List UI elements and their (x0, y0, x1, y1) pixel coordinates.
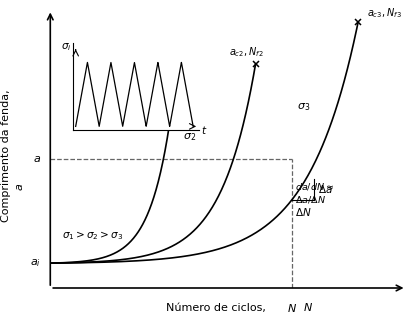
Text: $\sigma_1$: $\sigma_1$ (107, 118, 120, 130)
Text: $N$: $N$ (303, 301, 313, 313)
Text: $\sigma_2$: $\sigma_2$ (183, 131, 196, 143)
Text: $N$: $N$ (287, 302, 297, 314)
Text: $a$: $a$ (15, 183, 25, 191)
Text: $a_i$: $a_i$ (30, 257, 41, 269)
Text: $\sigma_i$: $\sigma_i$ (61, 41, 72, 53)
Text: $\sigma_3$: $\sigma_3$ (297, 101, 310, 113)
Text: $\Delta a$: $\Delta a$ (318, 183, 333, 196)
Text: Número de ciclos,: Número de ciclos, (166, 303, 269, 313)
Text: $a$: $a$ (33, 154, 41, 164)
Text: Comprimento da fenda,: Comprimento da fenda, (1, 85, 11, 222)
Text: $a_{c1}, N_{f1}$: $a_{c1}, N_{f1}$ (151, 45, 185, 60)
Text: $t$: $t$ (202, 124, 208, 136)
Text: $\sigma_1>\sigma_2>\sigma_3$: $\sigma_1>\sigma_2>\sigma_3$ (62, 229, 124, 242)
Text: $da/dN\approx$
$\Delta a/\Delta N$: $da/dN\approx$ $\Delta a/\Delta N$ (295, 181, 334, 205)
Text: $a_{c2}, N_{f2}$: $a_{c2}, N_{f2}$ (229, 45, 264, 60)
Text: $\Delta N$: $\Delta N$ (295, 206, 311, 218)
Text: $a_{c3}, N_{f3}$: $a_{c3}, N_{f3}$ (367, 6, 402, 20)
